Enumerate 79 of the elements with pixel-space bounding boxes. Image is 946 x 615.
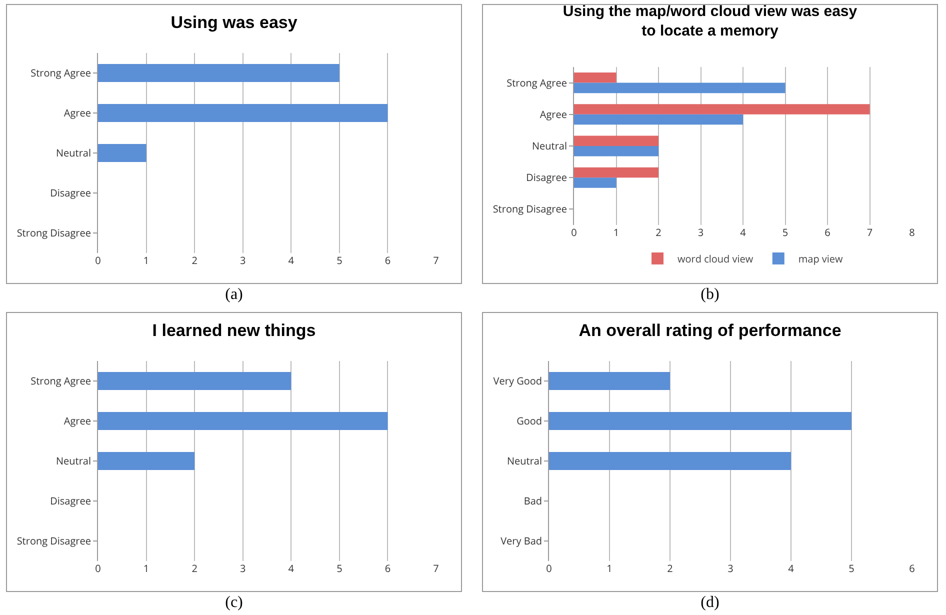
chart-title: Using was easy — [170, 13, 298, 32]
x-tick-label: 1 — [613, 225, 620, 239]
text: (d) — [700, 593, 720, 613]
x-tick-label: 3 — [240, 253, 246, 267]
x-tick-label: 7 — [866, 225, 873, 239]
text: (c) — [224, 593, 244, 613]
bar — [98, 104, 388, 122]
y-tick-label: Strong Agree — [30, 66, 92, 80]
bar — [98, 452, 195, 470]
text: (a) — [224, 285, 244, 305]
bar — [549, 412, 852, 430]
y-tick-label: Agree — [64, 106, 92, 120]
x-tick-label: 0 — [546, 561, 552, 575]
bar — [574, 72, 616, 83]
x-tick-label: 7 — [433, 561, 440, 575]
y-tick-label: Strong Disagree — [16, 534, 92, 548]
legend-label: map view — [798, 251, 844, 266]
bar — [574, 82, 786, 94]
x-tick-label: 0 — [95, 561, 102, 575]
x-tick-label: 1 — [143, 253, 150, 267]
bar — [98, 372, 292, 390]
x-tick-label: 2 — [656, 225, 662, 239]
x-tick-label: 4 — [288, 253, 294, 267]
bar — [574, 178, 616, 188]
x-tick-label: 4 — [788, 561, 794, 575]
x-tick-label: 8 — [909, 225, 916, 239]
y-tick-label: Disagree — [50, 494, 92, 508]
x-tick-label: 1 — [143, 561, 150, 575]
y-tick-label: Neutral — [532, 138, 567, 152]
y-tick-label: Neutral — [506, 454, 542, 468]
y-tick-label: Strong Agree — [30, 374, 92, 388]
x-tick-label: 0 — [95, 253, 102, 267]
y-tick-label: Neutral — [56, 454, 91, 468]
y-tick-label: Disagree — [50, 186, 92, 200]
x-tick-label: 4 — [740, 225, 746, 239]
bar — [98, 64, 340, 82]
bar — [549, 452, 791, 470]
x-tick-label: 2 — [192, 253, 198, 267]
x-tick-label: 0 — [571, 225, 578, 239]
x-tick-label: 5 — [336, 253, 343, 267]
x-tick-label: 3 — [728, 561, 734, 575]
x-tick-label: 3 — [240, 561, 246, 575]
y-tick-label: Strong Agree — [506, 75, 568, 90]
bar — [574, 136, 658, 146]
y-tick-label: Agree — [64, 414, 92, 428]
x-tick-label: 5 — [336, 561, 343, 575]
x-tick-label: 6 — [824, 225, 831, 239]
y-tick-label: Very Good — [493, 374, 542, 388]
bar — [574, 114, 743, 125]
x-tick-label: 5 — [782, 225, 788, 239]
y-tick-label: Good — [516, 414, 542, 428]
y-tick-label: Neutral — [56, 146, 91, 160]
x-tick-label: 1 — [606, 561, 612, 575]
x-tick-label: 2 — [192, 561, 198, 575]
x-tick-label: 3 — [698, 225, 704, 239]
legend-label: word cloud view — [678, 251, 754, 266]
bar — [98, 412, 388, 430]
bar — [574, 167, 658, 178]
x-tick-label: 4 — [288, 561, 294, 575]
chart-title: An overall rating of performance — [578, 321, 842, 340]
x-tick-label: 6 — [909, 561, 916, 575]
y-tick-label: Bad — [524, 494, 542, 508]
y-tick-label: Very Bad — [500, 534, 542, 548]
bar — [574, 146, 658, 156]
y-tick-label: Strong Disagree — [492, 202, 568, 216]
x-tick-label: 7 — [433, 253, 440, 267]
bar — [574, 104, 870, 114]
bar — [98, 144, 146, 162]
y-tick-label: Strong Disagree — [16, 226, 92, 240]
x-tick-label: 6 — [384, 561, 391, 575]
x-tick-label: 2 — [667, 561, 674, 575]
text: (b) — [700, 285, 720, 305]
chart-title: Using the map/word cloud view was easy to locate a memory — [562, 3, 858, 40]
x-tick-label: 6 — [384, 253, 391, 267]
bar — [549, 372, 670, 390]
y-tick-label: Agree — [540, 106, 568, 121]
chart-title: I learned new things — [152, 321, 316, 340]
x-tick-label: 5 — [848, 561, 855, 575]
y-tick-label: Disagree — [526, 170, 568, 184]
